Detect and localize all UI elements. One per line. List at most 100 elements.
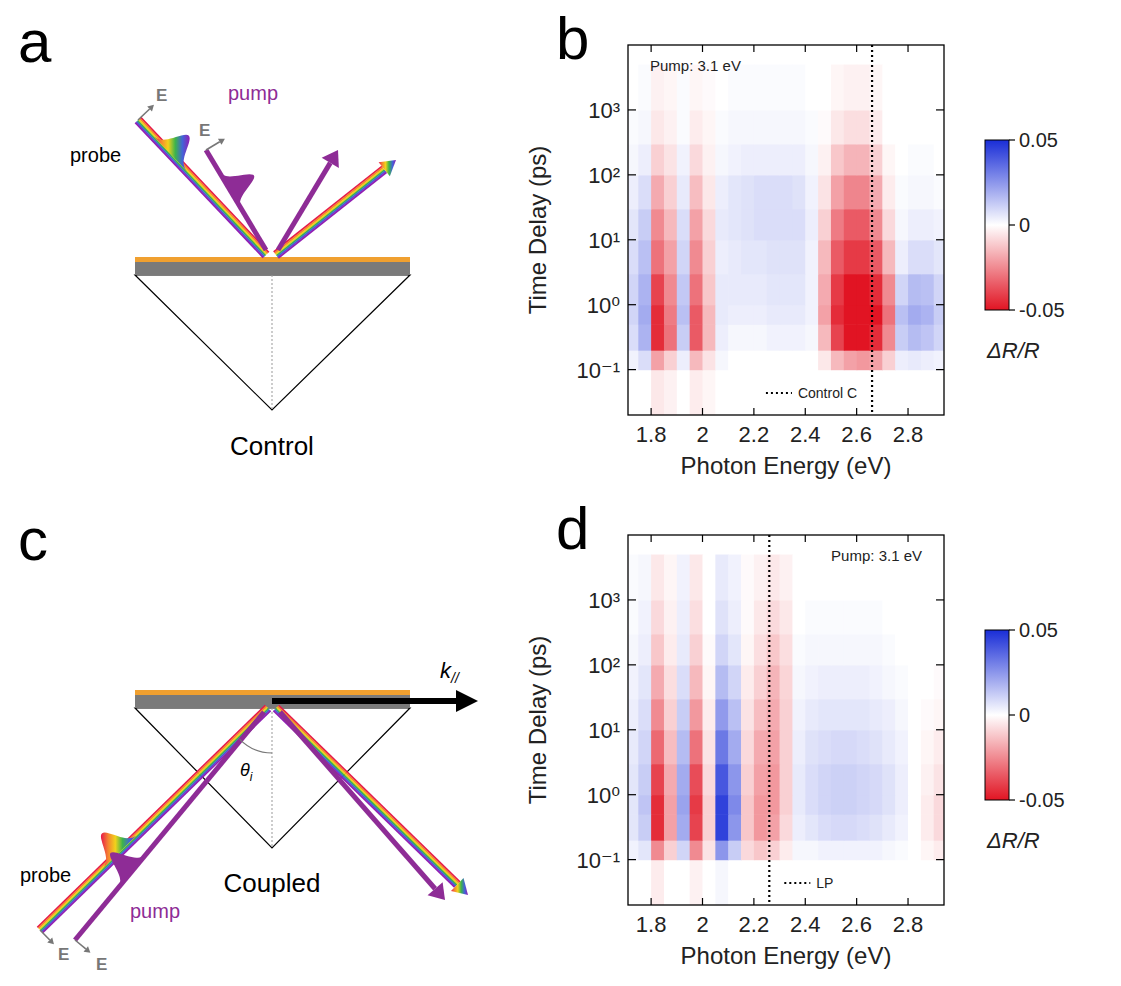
heatmap-cell bbox=[805, 600, 818, 635]
y-axis-title: Time Delay (ps) bbox=[524, 146, 551, 314]
heatmap-cell bbox=[818, 175, 831, 210]
pump-beam bbox=[206, 150, 266, 250]
y-tick bbox=[936, 599, 944, 600]
heatmap-cell bbox=[831, 305, 844, 325]
x-tick bbox=[702, 45, 703, 52]
heatmap-cell bbox=[690, 665, 703, 700]
heatmap-cell bbox=[908, 65, 921, 111]
pump-label: pump bbox=[228, 82, 278, 104]
heatmap-cell bbox=[831, 634, 844, 666]
field-arrow bbox=[138, 109, 150, 120]
x-tick bbox=[651, 898, 652, 905]
heatmap-cell bbox=[628, 350, 639, 370]
heatmap-cell bbox=[831, 795, 844, 815]
heatmap-cell bbox=[664, 144, 677, 176]
heatmap-cell bbox=[805, 814, 818, 840]
beam-line bbox=[135, 123, 263, 258]
heatmap-cell bbox=[780, 324, 793, 350]
heatmap-cell bbox=[908, 144, 921, 176]
heatmap-cell bbox=[651, 370, 664, 415]
heatmap-cell bbox=[754, 240, 767, 275]
heatmap-cell bbox=[728, 324, 741, 350]
heatmap-cell bbox=[651, 730, 664, 765]
colorbar-tick-label: 0.05 bbox=[1019, 619, 1058, 641]
heatmap-cell bbox=[715, 840, 728, 860]
heatmap-cell bbox=[728, 240, 741, 275]
heatmap-cell bbox=[628, 65, 639, 111]
beam-line bbox=[278, 706, 459, 883]
heatmap-cell bbox=[741, 324, 754, 350]
heatmap-cell bbox=[895, 634, 908, 666]
heatmap-cell bbox=[690, 144, 703, 176]
heatmap-cell bbox=[805, 555, 818, 601]
heatmap-cell bbox=[628, 370, 639, 415]
heatmap-cell bbox=[934, 814, 944, 840]
field-arrow bbox=[206, 142, 220, 150]
beam-line bbox=[277, 707, 458, 884]
heatmap-cell bbox=[792, 634, 805, 666]
heatmap-cell bbox=[677, 730, 690, 765]
beam-line bbox=[278, 172, 386, 258]
heatmap-cell bbox=[715, 324, 728, 350]
heatmap-cell bbox=[728, 144, 741, 176]
y-tick-label: 10⁰ bbox=[587, 783, 620, 808]
heatmap-cell bbox=[857, 175, 870, 210]
y-tick bbox=[628, 664, 636, 665]
heatmap-cell bbox=[638, 730, 651, 765]
heatmap-cell bbox=[882, 370, 895, 415]
x-tick bbox=[907, 45, 908, 52]
heatmap-cell bbox=[882, 175, 895, 210]
heatmap-cell bbox=[780, 665, 793, 700]
heatmap-cell bbox=[844, 65, 857, 111]
heatmap-cell bbox=[921, 840, 934, 860]
heatmap-cell bbox=[780, 764, 793, 796]
heatmap-cell bbox=[895, 860, 908, 905]
heatmap-cell bbox=[921, 699, 934, 731]
heatmap-cell bbox=[664, 350, 677, 370]
heatmap-cell bbox=[805, 350, 818, 370]
heatmap-cell bbox=[628, 175, 639, 210]
heatmap-cell bbox=[844, 665, 857, 700]
heatmap-cell bbox=[882, 305, 895, 325]
heatmap-cell bbox=[805, 764, 818, 796]
heatmap-cell bbox=[638, 840, 651, 860]
heatmap-cell bbox=[703, 209, 716, 241]
beam-line bbox=[276, 170, 384, 256]
heatmap-cell bbox=[664, 175, 677, 210]
heatmap-cell bbox=[780, 305, 793, 325]
x-tick-label: 2.4 bbox=[790, 422, 821, 447]
heatmap-cell bbox=[728, 305, 741, 325]
beam-line bbox=[139, 119, 267, 254]
x-tick-label: 2.8 bbox=[893, 422, 924, 447]
x-axis-title: Photon Energy (eV) bbox=[681, 942, 892, 969]
heatmap-cell bbox=[882, 274, 895, 306]
heatmap-cell bbox=[934, 764, 944, 796]
x-tick bbox=[805, 45, 806, 52]
sample-film bbox=[135, 257, 410, 262]
heatmap-cell bbox=[767, 305, 780, 325]
heatmap-cell bbox=[715, 240, 728, 275]
arrowhead bbox=[379, 160, 396, 176]
prism-normal bbox=[272, 275, 273, 410]
heatmap-cell bbox=[703, 814, 716, 840]
heatmap-cell bbox=[715, 764, 728, 796]
y-tick bbox=[628, 109, 636, 110]
heatmap-cell bbox=[728, 600, 741, 635]
heatmap-cell bbox=[638, 600, 651, 635]
x-tick bbox=[856, 45, 857, 52]
heatmap-cell bbox=[805, 110, 818, 145]
heatmap-cell bbox=[715, 209, 728, 241]
heatmap-cell bbox=[754, 795, 767, 815]
y-tick bbox=[936, 794, 944, 795]
field-label: E bbox=[156, 86, 167, 105]
heatmap-cell bbox=[882, 665, 895, 700]
heatmap-cell bbox=[677, 699, 690, 731]
heatmap-cell bbox=[831, 350, 844, 370]
heatmap-cell bbox=[780, 699, 793, 731]
pump-label: pump bbox=[130, 900, 180, 922]
x-tick bbox=[753, 45, 754, 52]
heatmap-cell bbox=[870, 600, 883, 635]
panel-letter: c bbox=[18, 506, 48, 573]
heatmap-cell bbox=[792, 555, 805, 601]
heatmap-cell bbox=[741, 764, 754, 796]
